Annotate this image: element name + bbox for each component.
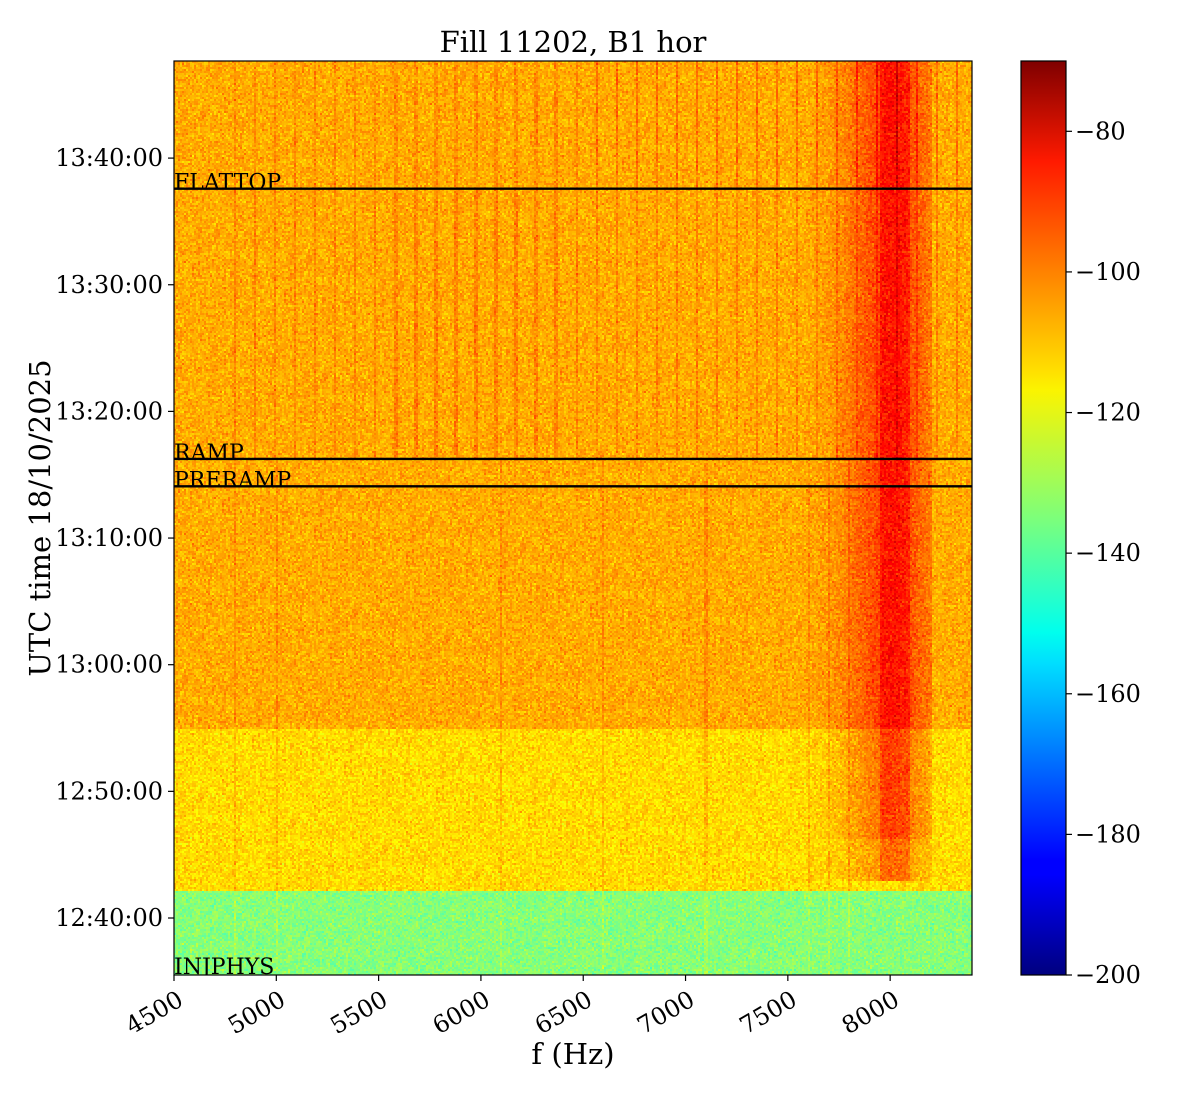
colorbar-tick-label: −100 xyxy=(1075,258,1141,286)
spectrogram-heatmap xyxy=(174,61,972,975)
y-tick-label: 13:20:00 xyxy=(55,397,163,425)
y-tick-label: 13:40:00 xyxy=(55,144,163,172)
x-tick-label: 6000 xyxy=(428,985,495,1040)
y-tick-label: 12:50:00 xyxy=(55,777,163,805)
colorbar-ticks: −200 −180 −160 −140 −120 −100 −80 xyxy=(1066,117,1141,989)
y-tick-label: 12:40:00 xyxy=(55,904,163,932)
colorbar: −200 −180 −160 −140 −120 −100 −80 xyxy=(1020,60,1141,989)
colorbar-tick-label: −140 xyxy=(1075,539,1141,567)
phase-marker-label: INJPHYS xyxy=(174,955,274,980)
plot-frame xyxy=(173,60,973,976)
y-tick-label: 13:30:00 xyxy=(55,271,163,299)
x-axis-ticks: 4500 5000 5500 6000 6500 7000 7500 8000 xyxy=(121,975,904,1040)
x-tick-label: 7000 xyxy=(632,985,699,1040)
y-axis-ticks: 12:40:00 12:50:00 13:00:00 13:10:00 13:20:00… xyxy=(55,144,174,932)
y-tick-label: 13:10:00 xyxy=(55,524,163,552)
y-axis-label: UTC time 18/10/2025 xyxy=(23,359,57,676)
phase-marker-label: FLATTOP xyxy=(174,171,281,196)
x-tick-label: 4500 xyxy=(121,985,188,1040)
y-tick-label: 13:00:00 xyxy=(55,651,163,679)
phase-marker-lines xyxy=(174,187,972,488)
colorbar-tick-label: −160 xyxy=(1075,680,1141,708)
x-tick-label: 5000 xyxy=(223,985,290,1040)
x-tick-label: 5500 xyxy=(326,985,393,1040)
colorbar-tick-label: −180 xyxy=(1075,820,1141,848)
colorbar-tick-label: −200 xyxy=(1075,961,1141,989)
x-tick-label: 8000 xyxy=(837,985,904,1040)
x-axis-label: f (Hz) xyxy=(531,1037,614,1071)
x-tick-label: 6500 xyxy=(530,985,597,1040)
x-tick-label: 7500 xyxy=(735,985,802,1040)
phase-marker-label: PRERAMP xyxy=(174,468,291,493)
colorbar-tick-label: −120 xyxy=(1075,399,1141,427)
chart-title: Fill 11202, B1 hor xyxy=(440,25,707,59)
colorbar-tick-label: −80 xyxy=(1075,117,1126,145)
colorbar-gradient xyxy=(1020,60,1067,976)
phase-marker-label: RAMP xyxy=(174,441,244,466)
